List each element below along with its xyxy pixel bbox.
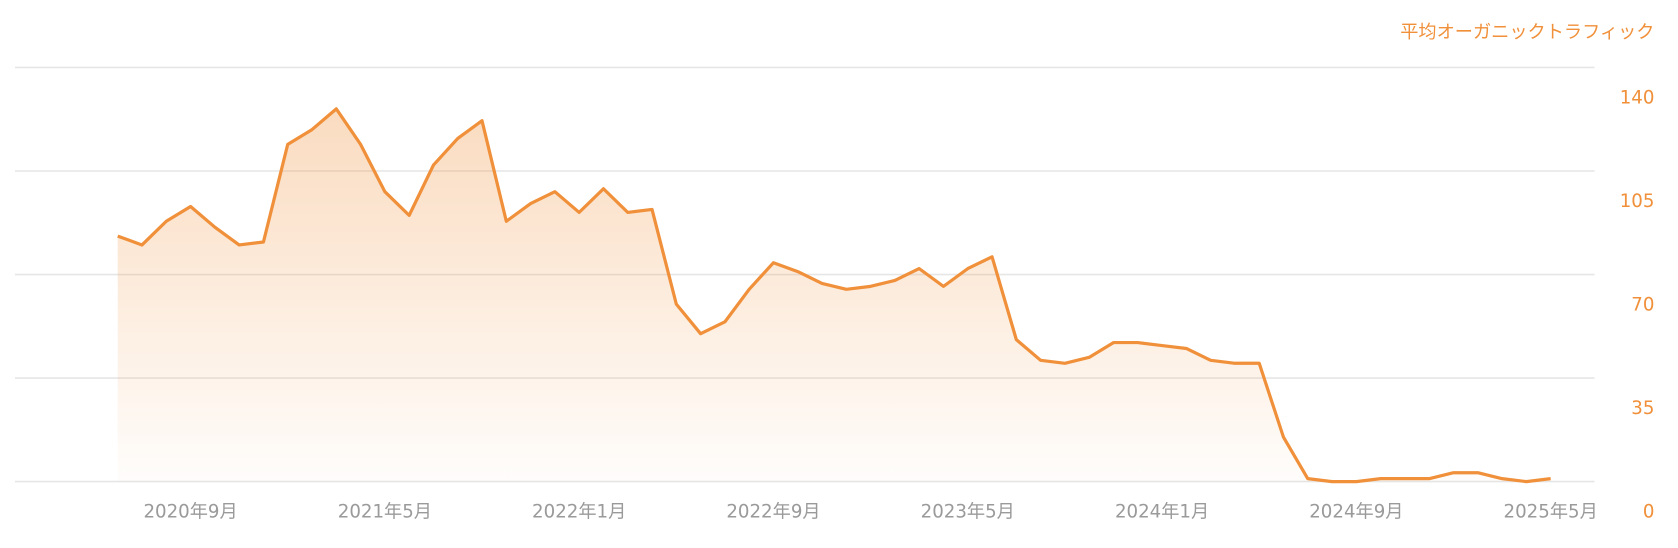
y-tick-label: 0 — [1643, 502, 1655, 523]
x-tick-label: 2025年5月 — [1504, 502, 1598, 523]
x-tick-label: 2024年9月 — [1309, 502, 1403, 523]
y-tick-label: 35 — [1631, 398, 1654, 419]
y-tick-label: 70 — [1631, 295, 1654, 316]
chart-title: 平均オーガニックトラフィック — [1400, 22, 1654, 43]
x-tick-label: 2021年5月 — [338, 502, 432, 523]
x-tick-label: 2020年9月 — [143, 502, 237, 523]
area-fill — [117, 108, 1551, 482]
x-tick-label: 2023年5月 — [921, 502, 1015, 523]
line — [117, 107, 1551, 484]
x-tick-label: 2022年1月 — [532, 502, 626, 523]
y-tick-label: 140 — [1620, 87, 1655, 108]
x-tick-label: 2024年1月 — [1115, 502, 1209, 523]
y-tick-label: 105 — [1620, 191, 1655, 212]
x-tick-label: 2022年9月 — [726, 502, 820, 523]
